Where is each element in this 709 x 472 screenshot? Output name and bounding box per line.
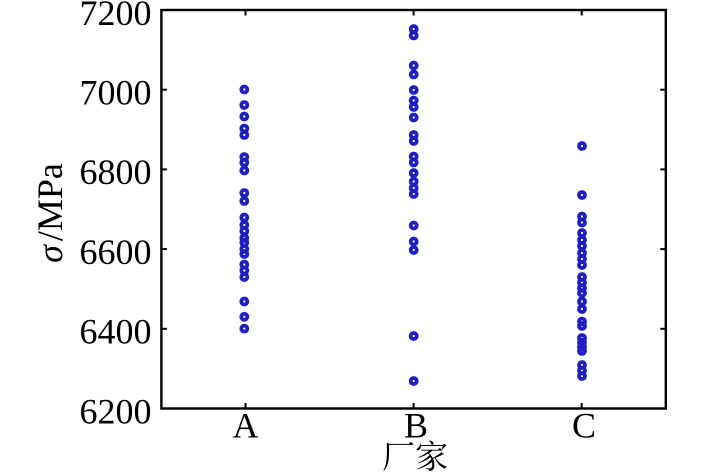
svg-text:6600: 6600: [80, 232, 152, 272]
svg-text:A: A: [233, 405, 259, 445]
svg-text:C: C: [572, 405, 596, 445]
svg-text:6400: 6400: [80, 312, 152, 352]
svg-text:6800: 6800: [80, 152, 152, 192]
svg-text:7000: 7000: [80, 73, 152, 113]
svg-text:σ/MPa: σ/MPa: [30, 163, 70, 263]
svg-text:7200: 7200: [80, 0, 152, 33]
svg-text:6200: 6200: [80, 391, 152, 431]
svg-text:B: B: [404, 405, 428, 445]
